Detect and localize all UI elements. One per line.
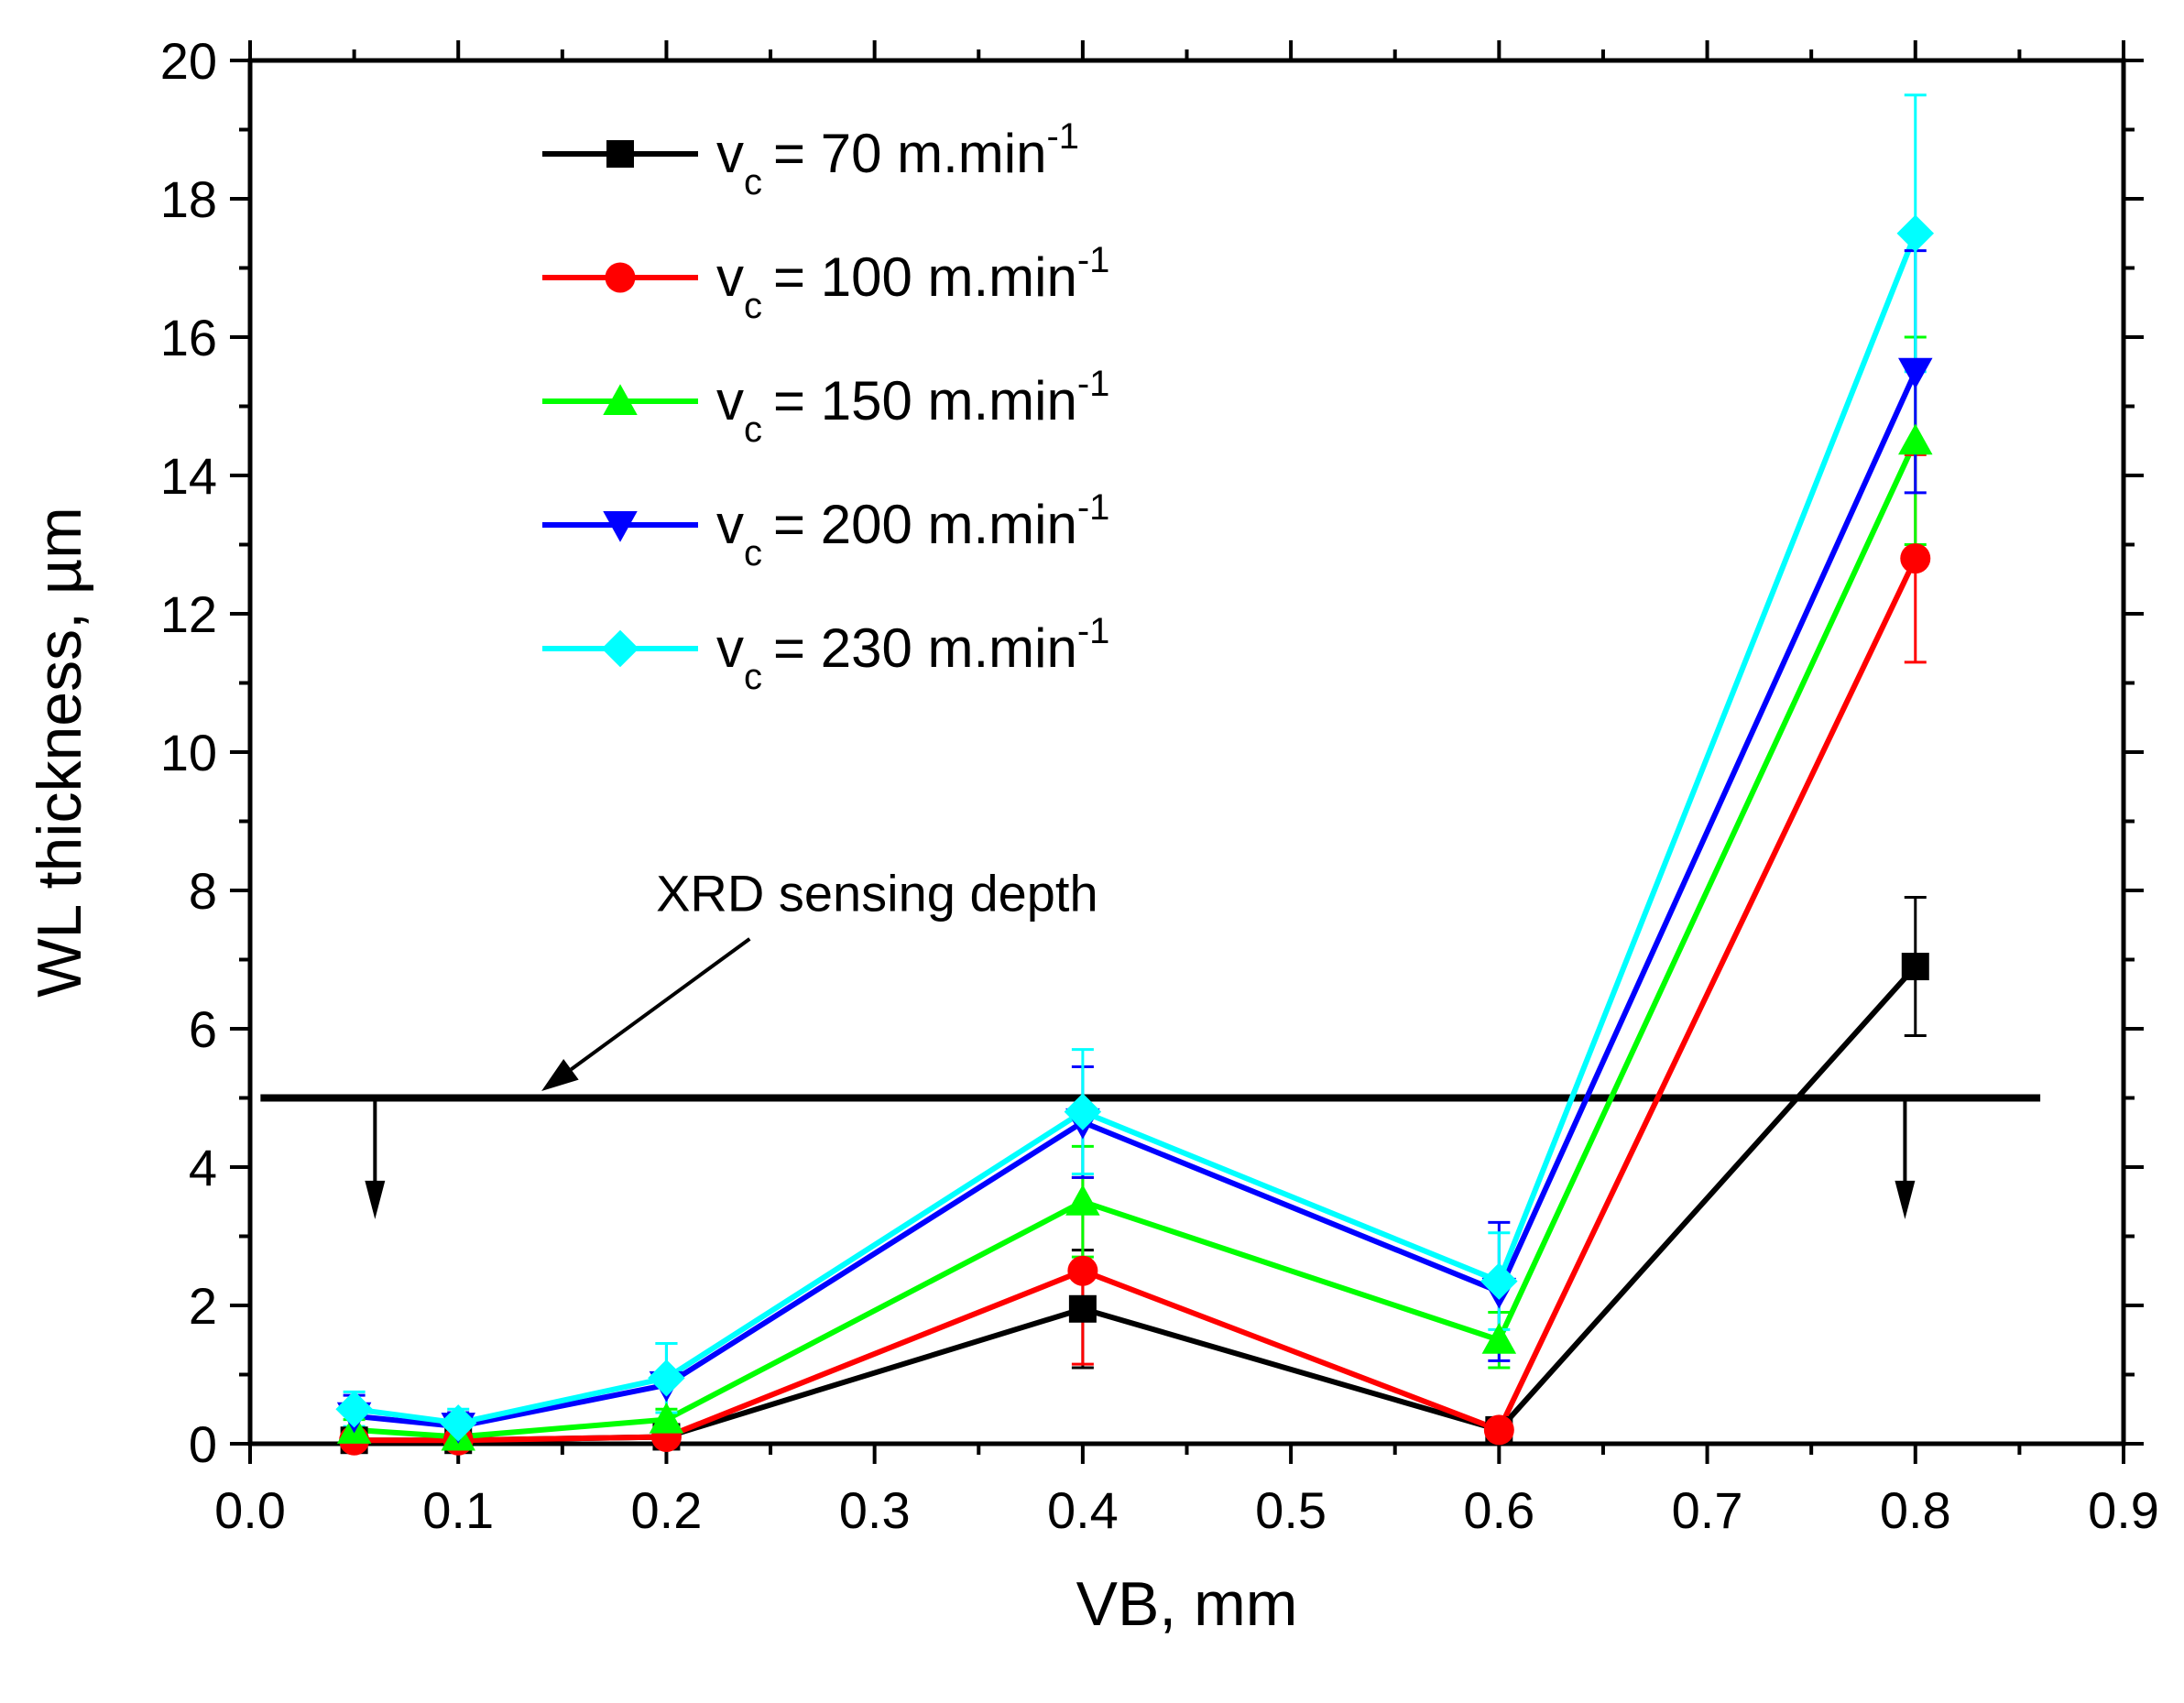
data-markers xyxy=(335,214,1935,1456)
series-line xyxy=(354,439,1918,1440)
data-point-diamond xyxy=(648,1359,685,1397)
data-point-circle xyxy=(1067,1255,1098,1286)
x-tick-label: 0.9 xyxy=(2088,1481,2159,1539)
y-tick-label: 0 xyxy=(189,1415,217,1473)
annotation-text: XRD sensing depth xyxy=(656,865,1098,922)
data-point-circle xyxy=(1900,543,1931,574)
legend-label: vc = 100 m.min-1 xyxy=(716,240,1109,326)
legend-label: vc = 150 m.min-1 xyxy=(716,364,1109,450)
x-tick-label: 0.6 xyxy=(1463,1481,1534,1539)
series-line xyxy=(354,557,1918,1444)
data-point-square xyxy=(1901,953,1929,981)
down-arrow-head xyxy=(365,1180,386,1219)
legend: vc = 70 m.min-1 vc = 100 m.min-1 vc = 150 m.m… xyxy=(542,116,1109,697)
axis-tick-labels: 0.0 0.1 0.2 0.3 0.4 0.5 0.6 0.7 0.8 0.9 0 2 4 6 8 10 12 1… xyxy=(160,32,2159,1539)
legend-label: vc = 70 m.min-1 xyxy=(716,116,1079,202)
data-point-triangle-up xyxy=(1898,423,1933,455)
legend-marker-triangle-down xyxy=(603,511,638,542)
data-point-diamond xyxy=(1480,1262,1518,1300)
annotation-arrow-head xyxy=(541,1059,579,1091)
legend-marker-square xyxy=(606,140,634,168)
data-point-triangle-up xyxy=(1065,1184,1100,1216)
axis-ticks xyxy=(230,40,2144,1464)
series-line xyxy=(354,965,1918,1444)
legend-label: vc = 230 m.min-1 xyxy=(716,611,1109,697)
x-tick-label: 0.7 xyxy=(1672,1481,1743,1539)
series-lines xyxy=(354,232,1918,1444)
data-point-diamond xyxy=(335,1391,373,1428)
y-tick-label: 16 xyxy=(160,309,217,366)
error-bars xyxy=(343,93,1927,1446)
reference-line-group xyxy=(260,937,2041,1219)
annotation-arrow-shaft xyxy=(570,937,751,1071)
data-point-triangle-down xyxy=(1898,357,1933,389)
data-point-diamond xyxy=(1896,214,1935,252)
series-line xyxy=(354,232,1918,1426)
y-axis-label: WL thickness, µm xyxy=(25,507,94,997)
series-line xyxy=(354,370,1918,1430)
y-tick-label: 14 xyxy=(160,447,217,505)
data-point-diamond xyxy=(1064,1093,1102,1130)
y-tick-label: 2 xyxy=(189,1277,217,1335)
x-tick-label: 0.2 xyxy=(631,1481,703,1539)
y-tick-label: 12 xyxy=(160,585,217,643)
y-tick-label: 10 xyxy=(160,724,217,781)
x-tick-label: 0.0 xyxy=(214,1481,286,1539)
legend-marker-triangle-up xyxy=(603,384,638,415)
data-point-square xyxy=(1068,1294,1097,1323)
x-tick-label: 0.3 xyxy=(839,1481,911,1539)
y-tick-label: 20 xyxy=(160,32,217,90)
legend-marker-circle xyxy=(605,262,636,293)
y-tick-label: 8 xyxy=(189,862,217,920)
y-tick-label: 18 xyxy=(160,170,217,228)
data-point-circle xyxy=(1483,1414,1514,1446)
legend-marker-diamond xyxy=(601,629,639,668)
y-tick-label: 4 xyxy=(189,1139,217,1196)
legend-label: vc = 200 m.min-1 xyxy=(716,487,1109,573)
x-axis-label: VB, mm xyxy=(1076,1569,1298,1639)
x-tick-label: 0.8 xyxy=(1880,1481,1951,1539)
data-point-diamond xyxy=(439,1404,477,1442)
data-point-triangle-up xyxy=(1481,1323,1517,1354)
down-arrow-head xyxy=(1895,1180,1916,1219)
x-tick-label: 0.5 xyxy=(1255,1481,1327,1539)
x-tick-label: 0.4 xyxy=(1047,1481,1119,1539)
data-point-triangle-up xyxy=(649,1402,684,1434)
x-tick-label: 0.1 xyxy=(422,1481,494,1539)
y-tick-label: 6 xyxy=(189,1000,217,1058)
